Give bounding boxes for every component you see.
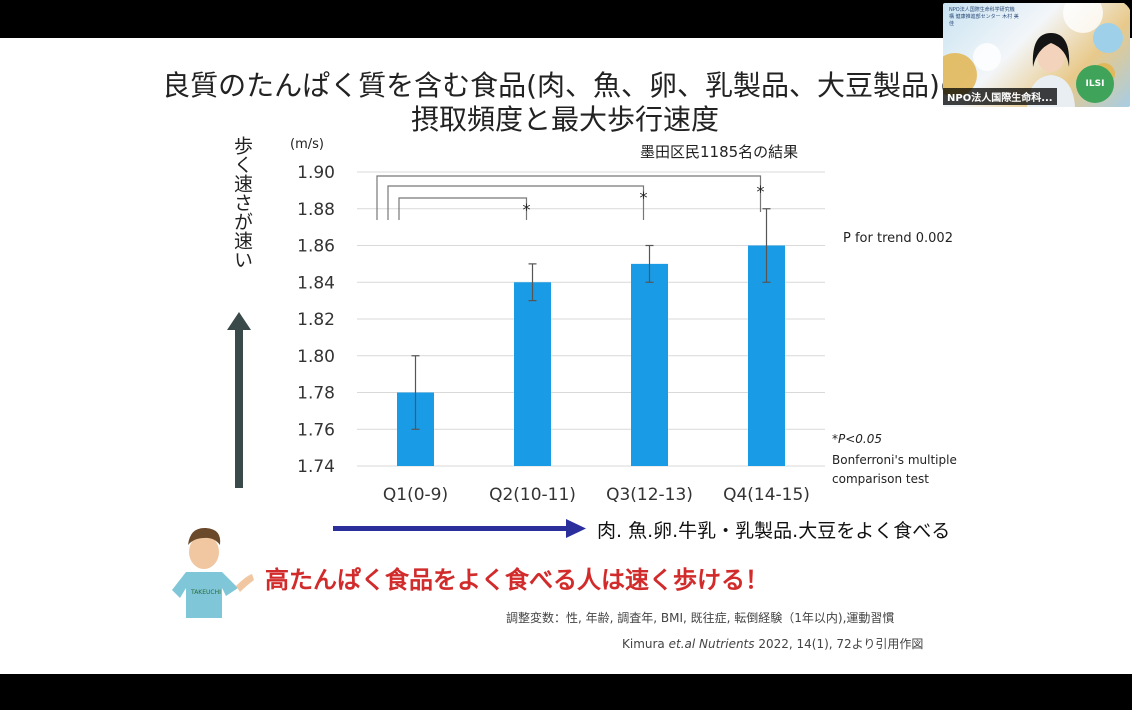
citation-rest: 2022, 14(1), 72より引用作図 — [755, 637, 924, 651]
citation-author: Kimura — [622, 637, 669, 651]
shirt-text: TAKEUCHI — [190, 589, 221, 596]
y-tick-label: 1.80 — [297, 347, 335, 367]
y-tick-label: 1.84 — [297, 273, 335, 293]
bar — [631, 263, 668, 466]
right-arrow-icon — [333, 519, 586, 538]
x-tick-label: Q4(14-15) — [723, 485, 810, 505]
sig-note-line3: comparison test — [832, 472, 929, 486]
x-tick-label: Q1(0-9) — [383, 485, 448, 505]
presenter-affiliation: NPO法人国際生命科学研究機構 健康推進部センター 木村 美佳 — [949, 7, 1019, 27]
plot-area: 1.74 1.76 1.78 1.80 1.82 1.84 1.86 1.88 1.90 Q1(0… — [297, 163, 825, 505]
significance-star: * — [757, 182, 765, 201]
arrow-caption: 肉. 魚.卵.牛乳・乳製品.大豆をよく食べる — [597, 520, 950, 542]
x-tick-label: Q3(12-13) — [606, 485, 693, 505]
adjustment-vars: 調整変数：性, 年齢, 調査年, BMI, 既往症, 転倒経験（1年以内),運動… — [506, 610, 894, 625]
y-tick-label: 1.78 — [297, 384, 335, 404]
person-illustration: TAKEUCHI — [172, 527, 254, 618]
y-tick-label: 1.86 — [297, 237, 335, 257]
organization-logo: ILSI — [1076, 65, 1114, 103]
presenter-name-label: NPO法人国際生命科... — [943, 88, 1057, 105]
y-tick-label: 1.82 — [297, 310, 335, 330]
unit-label: (m/s) — [290, 137, 324, 152]
slide-title-line2: 摂取頻度と最大歩行速度 — [410, 103, 719, 136]
headline: 高たんぱく食品をよく食べる人は速く歩ける！ — [265, 566, 769, 594]
chart-title: 墨田区民1185名の結果 — [640, 143, 798, 161]
bar — [514, 282, 551, 466]
significance-star: * — [523, 200, 531, 219]
sig-note-line1: *P<0.05 — [832, 432, 882, 446]
y-tick-label: 1.74 — [297, 457, 335, 477]
y-tick-label: 1.88 — [297, 200, 335, 220]
citation-journal: et.al Nutrients — [669, 637, 755, 651]
p-trend: P for trend 0.002 — [843, 231, 953, 246]
citation: Kimura et.al Nutrients 2022, 14(1), 72より… — [622, 637, 923, 651]
slide-title-line1: 良質のたんぱく質を含む食品(肉、魚、卵、乳製品、大豆製品)の — [162, 69, 968, 102]
vertical-direction-label: 歩く速さが速い — [231, 136, 253, 269]
up-arrow-icon — [227, 312, 251, 488]
sig-note-line2: Bonferroni's multiple — [832, 453, 957, 467]
significance-bracket — [387, 185, 645, 220]
significance-bracket — [398, 197, 528, 220]
x-tick-label: Q2(10-11) — [489, 485, 576, 505]
y-tick-label: 1.90 — [297, 163, 335, 183]
significance-bracket — [376, 175, 762, 220]
significance-star: * — [640, 188, 648, 207]
presenter-video-thumbnail[interactable]: NPO法人国際生命科学研究機構 健康推進部センター 木村 美佳 ILSI NPO… — [943, 3, 1130, 107]
y-tick-label: 1.76 — [297, 420, 335, 440]
